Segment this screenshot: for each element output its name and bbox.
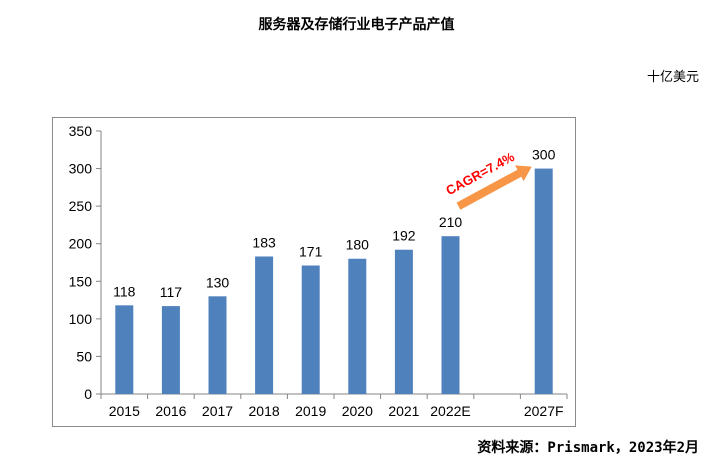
y-tick-label: 350 xyxy=(69,123,93,139)
y-tick-label: 300 xyxy=(69,161,93,177)
y-tick-label: 50 xyxy=(76,348,92,364)
x-tick-label: 2015 xyxy=(109,403,140,419)
y-tick-label: 200 xyxy=(69,236,93,252)
bar xyxy=(348,258,367,394)
chart-frame xyxy=(52,117,576,427)
data-label: 300 xyxy=(532,147,556,163)
cagr-arrow-shape xyxy=(456,165,532,210)
bar xyxy=(301,265,320,394)
bar xyxy=(208,296,227,394)
bar xyxy=(394,249,413,394)
x-tick-label: 2019 xyxy=(295,403,326,419)
y-tick-label: 0 xyxy=(84,386,92,402)
bar xyxy=(115,305,134,394)
x-tick-label: 2021 xyxy=(388,403,419,419)
bar xyxy=(161,306,180,394)
data-label: 192 xyxy=(392,228,416,244)
bar xyxy=(441,236,460,394)
source-note: 资料来源：Prismark，2023年2月 xyxy=(477,440,699,456)
x-tick-label: 2027F xyxy=(524,403,564,419)
x-tick-label: 2016 xyxy=(155,403,186,419)
data-label: 130 xyxy=(206,274,230,290)
bar xyxy=(255,256,274,394)
data-label: 171 xyxy=(299,244,323,260)
x-tick-label: 2017 xyxy=(202,403,233,419)
data-label: 117 xyxy=(160,284,183,300)
cagr-arrow xyxy=(456,165,532,210)
y-tick-label: 100 xyxy=(69,311,93,327)
unit-label: 十亿美元 xyxy=(646,70,699,85)
data-label: 210 xyxy=(439,214,463,230)
data-label: 183 xyxy=(252,234,276,250)
y-tick-label: 250 xyxy=(69,198,93,214)
chart-title: 服务器及存储行业电子产品产值 xyxy=(258,17,455,33)
x-tick-label: 2020 xyxy=(342,403,373,419)
x-tick-label: 2022E xyxy=(430,403,470,419)
data-label: 180 xyxy=(346,237,370,253)
data-label: 118 xyxy=(113,283,136,299)
x-tick-label: 2018 xyxy=(249,403,280,419)
bar xyxy=(534,168,553,394)
y-tick-label: 150 xyxy=(69,273,93,289)
